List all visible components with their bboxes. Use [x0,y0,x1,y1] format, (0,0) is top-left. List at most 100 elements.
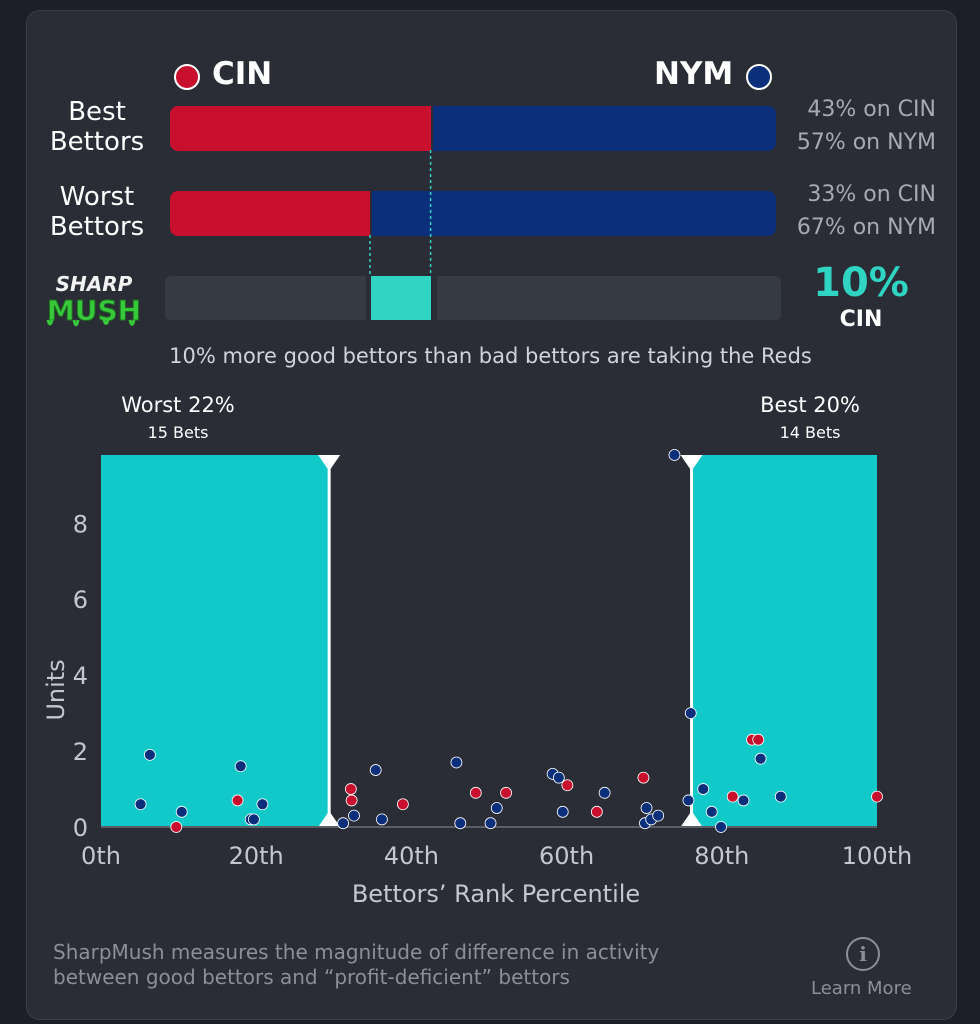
away-team-label: CIN [212,56,273,92]
data-point-cin [396,798,409,811]
best-bettors-percentages: 43% on CIN 57% on NYM [776,93,936,159]
info-icon[interactable]: i [846,937,880,971]
data-point-nym [556,805,569,818]
best-bettors-cin-pct: 43% on CIN [807,97,936,122]
x-tick-label: 60th [539,842,594,870]
data-point-nym [754,752,767,765]
worst-bettors-label: Worst Bettors [37,182,157,242]
data-point-nym [490,802,503,814]
worst-bettors-cin-pct: 33% on CIN [807,182,936,207]
data-point-nym [247,813,260,826]
data-point-cin [231,794,244,807]
x-tick-label: 20th [229,842,284,870]
sharpmush-value: 10% [813,260,909,306]
data-point-cin [561,779,574,792]
worst-bettors-split-bar [170,191,776,236]
best-bettors-label-line2: Bettors [49,127,145,157]
worst-bettors-label-line1: Worst [59,182,135,212]
worst-bettors-label-line2: Bettors [49,212,145,242]
y-tick-label: 2 [73,738,88,766]
sharpmush-track [165,276,781,320]
data-point-cin [170,821,183,833]
data-point-cin [469,786,482,799]
worst-range-bets: 15 Bets [148,423,209,442]
range-handle-top-0 [318,455,341,471]
shade-layer [101,455,877,827]
nym-team-dot [746,64,772,90]
range-handle-top-1 [680,455,703,471]
sharpmush-logo-top: SHARP [56,272,133,296]
footer-description: SharpMush measures the magnitude of diff… [53,940,659,990]
cin-team-dot [174,64,200,90]
data-point-nym [376,813,388,826]
data-point-cin [752,733,765,746]
sharpmush-logo-bottom: MUSH [47,294,141,327]
data-point-cin [871,790,883,803]
data-point-nym [134,798,147,811]
x-tick-label: 100th [842,842,912,870]
y-tick-label: 0 [73,814,88,842]
x-axis-label: Bettors’ Rank Percentile [352,880,640,908]
data-point-nym [337,817,350,830]
data-point-nym [715,821,727,833]
worst-bettors-percentages: 33% on CIN 67% on NYM [776,178,936,244]
data-point-nym [256,798,269,811]
home-team-label: NYM [654,56,734,92]
y-tick-label: 8 [73,510,88,538]
data-point-nym [684,707,697,720]
sharpmush-summary: 10% more good bettors than bad bettors a… [169,344,812,368]
data-point-nym [668,449,681,461]
data-point-cin [726,790,739,803]
x-tick-label: 0th [81,842,121,870]
best-bettors-nym-pct: 57% on NYM [796,130,936,155]
split-connector-lines [369,150,432,278]
sharpmush-fill-gap-right [431,276,437,320]
data-point-nym [652,809,665,822]
best-bettors-split-bar [170,106,776,151]
best-range-label: Best 20% [760,393,860,417]
range-handle-bottom-1 [680,811,703,827]
footer-description-line1: SharpMush measures the magnitude of diff… [53,940,660,964]
data-point-nym [484,817,497,830]
data-point-nym [175,805,188,818]
data-point-nym [552,771,565,784]
worst-bettors-cin-segment [170,191,370,236]
data-point-nym [640,802,653,814]
data-point-nym [697,783,710,795]
data-point-cin [637,771,650,784]
sharpmush-logo: SHARP MUSH [46,272,141,328]
data-point-nym [737,794,750,807]
worst-range-label: Worst 22% [121,393,235,417]
data-point-nym [774,790,787,803]
sharpmush-team: CIN [839,307,883,332]
x-tick-label: 40th [384,842,439,870]
data-point-cin [590,805,603,818]
slime-drips [46,319,136,327]
data-point-nym [598,786,611,799]
data-point-nym [369,764,382,776]
best-bettors-label: Best Bettors [37,97,157,157]
point-layer [134,449,883,833]
data-point-nym [705,805,718,818]
y-tick-label: 6 [73,586,88,614]
data-point-nym [450,756,463,769]
best-bettors-label-line1: Best [68,97,126,127]
x-tick-label: 80th [694,842,749,870]
worst-bettors-nym-pct: 67% on NYM [796,215,936,240]
learn-more-link[interactable]: Learn More [811,978,912,999]
data-point-nym [682,794,695,807]
best-bettors-nym-segment [433,106,776,151]
sharpmush-fill-gap-left [366,276,371,320]
shaded-range-0 [101,455,330,827]
worst-bettors-nym-segment [372,191,776,236]
sharpmush-difference-fill [370,276,431,320]
range-handle-bottom-0 [318,811,341,827]
y-tick-label: 4 [73,662,88,690]
best-bettors-cin-segment [170,106,431,151]
data-point-nym [234,760,247,773]
data-point-nym [143,748,156,761]
best-range-bets: 14 Bets [780,423,841,442]
data-point-cin [500,786,512,799]
footer-description-line2: between good bettors and “profit-deficie… [53,965,570,989]
